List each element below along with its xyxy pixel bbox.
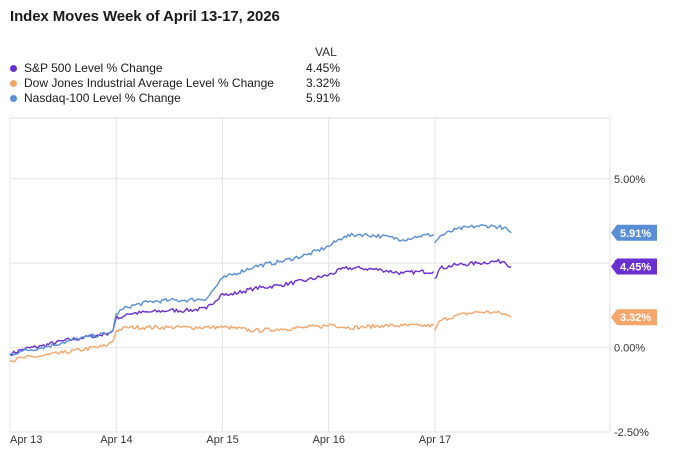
plot-border (9, 117, 611, 433)
x-tick-label: Apr 14 (100, 434, 132, 446)
end-label-sp500: 4.45% (620, 262, 651, 274)
x-tick-label: Apr 17 (419, 434, 451, 446)
y-tick-label: 0.00% (614, 343, 645, 355)
end-label-dow: 3.32% (620, 312, 651, 324)
legend-value-dow: 3.32% (305, 76, 340, 90)
legend-item-nasdaq[interactable]: Nasdaq-100 Level % Change 5.91% (10, 91, 340, 106)
legend-header: VAL (315, 45, 337, 59)
legend-dot-sp500 (10, 65, 17, 72)
x-tick-label: Apr 13 (10, 434, 42, 446)
legend-value-sp500: 4.45% (305, 61, 340, 75)
y-tick-label: 5.00% (614, 174, 645, 186)
legend-label-sp500: S&P 500 Level % Change (24, 61, 163, 75)
legend-label-dow: Dow Jones Industrial Average Level % Cha… (24, 76, 274, 90)
legend-dot-nasdaq (10, 95, 17, 102)
series-line-nasdaq[interactable] (9, 224, 512, 356)
legend-label-nasdaq: Nasdaq-100 Level % Change (24, 91, 181, 105)
x-tick-label: Apr 16 (313, 434, 345, 446)
end-badge-nasdaq (611, 224, 657, 241)
legend-item-dow[interactable]: Dow Jones Industrial Average Level % Cha… (10, 76, 340, 91)
legend-item-sp500[interactable]: S&P 500 Level % Change 4.45% (10, 61, 340, 76)
end-badge-sp500 (611, 258, 657, 275)
legend-dot-dow (10, 80, 17, 87)
end-label-nasdaq: 5.91% (620, 228, 651, 240)
series-line-dow[interactable] (9, 310, 512, 363)
chart-title: Index Moves Week of April 13-17, 2026 (10, 8, 280, 25)
y-tick-label: -2.50% (614, 427, 649, 439)
x-tick-label: Apr 15 (206, 434, 238, 446)
series-line-sp500[interactable] (9, 258, 512, 357)
legend-value-nasdaq: 5.91% (305, 91, 340, 105)
end-badge-dow (611, 309, 657, 326)
